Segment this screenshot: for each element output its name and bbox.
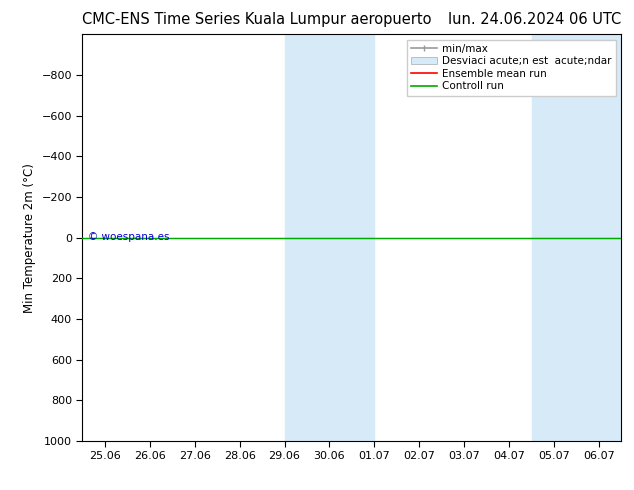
Y-axis label: Min Temperature 2m (°C): Min Temperature 2m (°C) — [23, 163, 36, 313]
Legend: min/max, Desviaci acute;n est  acute;ndar, Ensemble mean run, Controll run: min/max, Desviaci acute;n est acute;ndar… — [407, 40, 616, 96]
Text: © woespana.es: © woespana.es — [87, 232, 169, 242]
Text: CMC-ENS Time Series Kuala Lumpur aeropuerto: CMC-ENS Time Series Kuala Lumpur aeropue… — [82, 12, 432, 27]
Text: lun. 24.06.2024 06 UTC: lun. 24.06.2024 06 UTC — [448, 12, 621, 27]
Bar — [531, 34, 621, 441]
Bar — [285, 34, 374, 441]
